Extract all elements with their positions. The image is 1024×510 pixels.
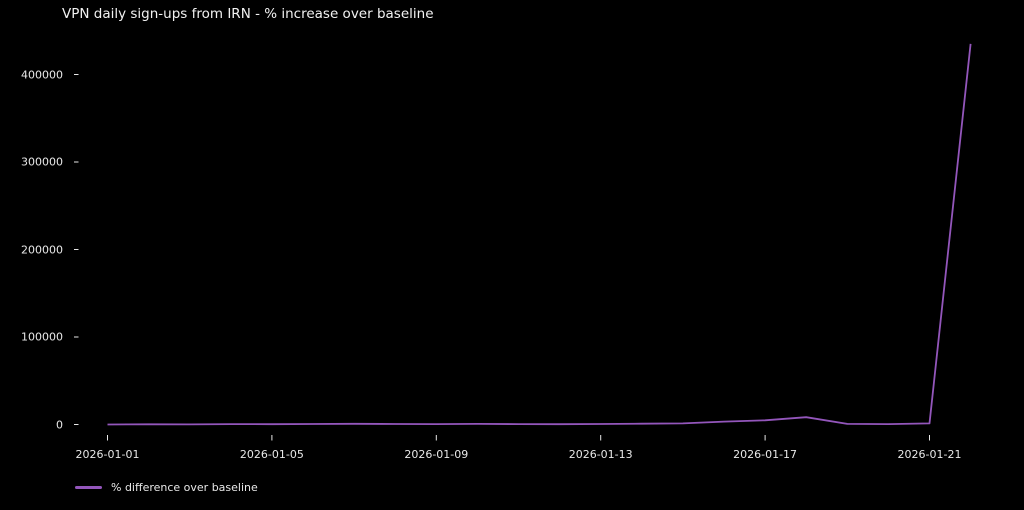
x-tick-label: 2026-01-09 <box>404 448 469 461</box>
y-tick-label: 0 <box>56 417 63 431</box>
x-tick-label: 2026-01-21 <box>897 448 962 461</box>
x-tick-label: 2026-01-13 <box>568 448 633 461</box>
chart-title: VPN daily sign-ups from IRN - % increase… <box>62 6 434 22</box>
legend: % difference over baseline <box>75 481 258 494</box>
x-tick-label: 2026-01-17 <box>733 448 798 461</box>
series-line-pct-difference <box>107 43 972 426</box>
x-tick-label: 2026-01-05 <box>239 448 304 461</box>
legend-label: % difference over baseline <box>111 481 258 494</box>
legend-line-swatch <box>75 486 102 489</box>
y-tick-label: 400000 <box>21 67 63 81</box>
x-tick-label: 2026-01-01 <box>75 448 140 461</box>
y-tick-label: 300000 <box>21 155 63 169</box>
y-tick-label: 100000 <box>21 330 63 344</box>
y-tick-label: 200000 <box>21 242 63 256</box>
